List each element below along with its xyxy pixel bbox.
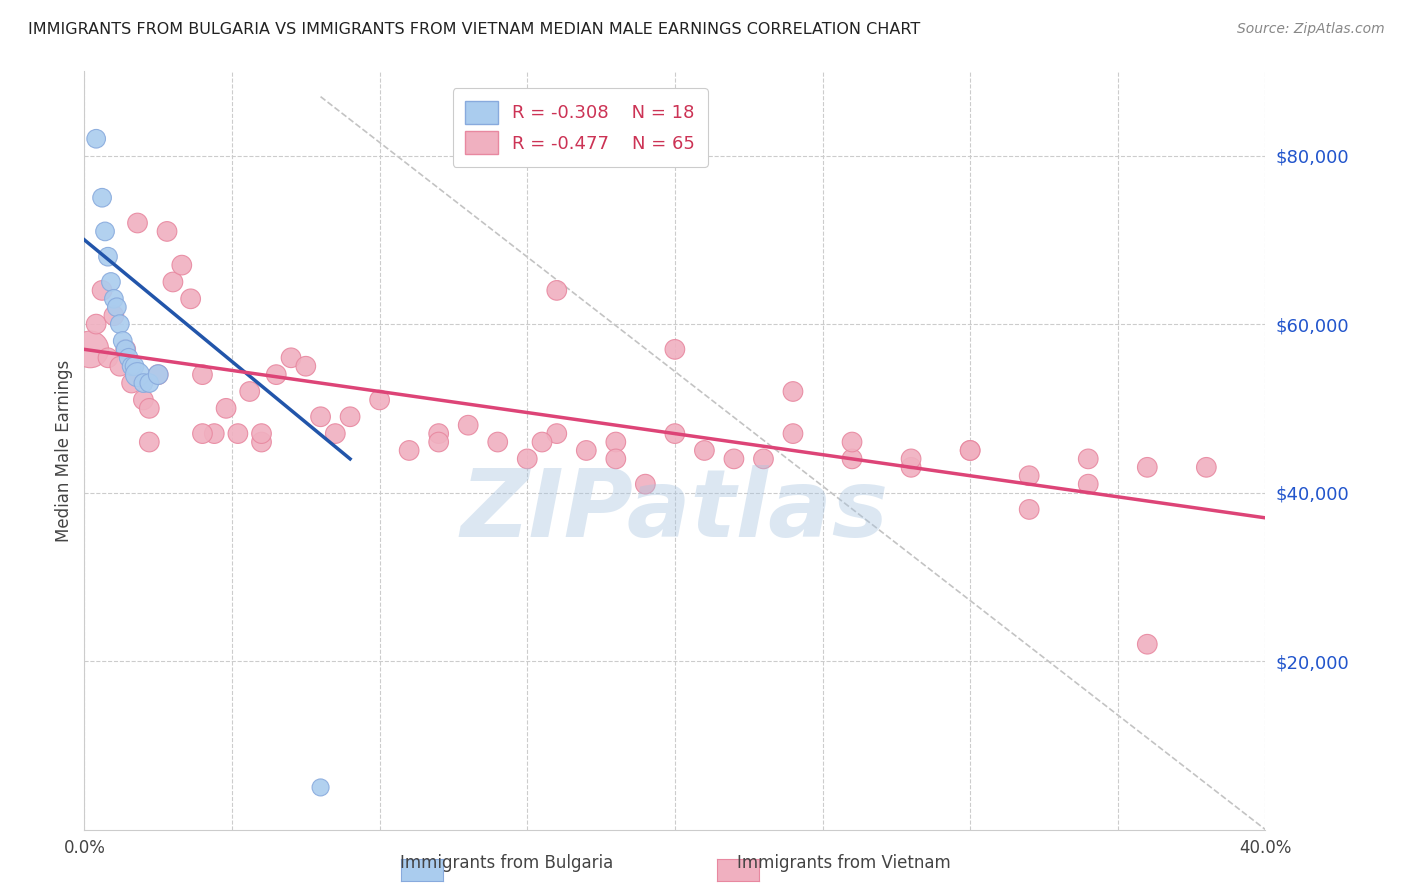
Point: [309, 780, 332, 795]
Point: [84, 317, 107, 331]
Point: [191, 426, 214, 441]
Point: [170, 258, 193, 272]
Y-axis label: Median Male Earnings: Median Male Earnings: [55, 359, 73, 541]
Point: [1195, 460, 1218, 475]
Point: [266, 368, 288, 382]
Point: [79, 343, 101, 357]
Point: [959, 443, 981, 458]
Point: [368, 392, 391, 407]
Point: [1136, 637, 1159, 651]
Point: [132, 392, 155, 407]
Point: [121, 376, 143, 390]
Point: [114, 343, 136, 357]
Point: [605, 451, 627, 466]
Point: [325, 426, 347, 441]
Point: [97, 351, 120, 365]
Point: [148, 368, 170, 382]
Point: [900, 460, 922, 475]
Text: Immigrants from Vietnam: Immigrants from Vietnam: [737, 855, 950, 872]
Point: [121, 359, 143, 374]
Point: [148, 368, 170, 382]
Point: [900, 451, 922, 466]
Point: [114, 343, 136, 357]
Point: [250, 435, 273, 450]
Point: [546, 426, 568, 441]
Point: [752, 451, 775, 466]
Point: [180, 292, 202, 306]
Point: [108, 317, 131, 331]
Point: [309, 409, 332, 424]
Point: [398, 443, 420, 458]
Text: Source: ZipAtlas.com: Source: ZipAtlas.com: [1237, 22, 1385, 37]
Point: [103, 309, 125, 323]
Point: [105, 300, 128, 314]
Point: [664, 343, 686, 357]
Point: [91, 191, 114, 205]
Point: [138, 435, 160, 450]
Point: [959, 443, 981, 458]
Point: [156, 224, 179, 238]
Point: [841, 451, 863, 466]
Point: [1018, 468, 1040, 483]
Point: [634, 477, 657, 491]
Text: ZIPatlas: ZIPatlas: [461, 465, 889, 558]
Point: [94, 224, 117, 238]
Point: [575, 443, 598, 458]
Point: [723, 451, 745, 466]
Point: [97, 250, 120, 264]
Point: [457, 418, 479, 433]
Point: [127, 368, 149, 382]
Point: [103, 292, 125, 306]
Legend: R = -0.308    N = 18, R = -0.477    N = 65: R = -0.308 N = 18, R = -0.477 N = 65: [453, 88, 709, 167]
Point: [84, 132, 107, 146]
Point: [841, 435, 863, 450]
Text: Immigrants from Bulgaria: Immigrants from Bulgaria: [399, 855, 613, 872]
Point: [280, 351, 302, 365]
Point: [138, 401, 160, 416]
Point: [664, 426, 686, 441]
Point: [250, 426, 273, 441]
Point: [1077, 451, 1099, 466]
Point: [605, 435, 627, 450]
Point: [118, 351, 141, 365]
Point: [546, 284, 568, 298]
Point: [91, 284, 114, 298]
Point: [202, 426, 225, 441]
Point: [486, 435, 509, 450]
Point: [132, 376, 155, 390]
Point: [239, 384, 262, 399]
Point: [108, 359, 131, 374]
Point: [226, 426, 249, 441]
Text: IMMIGRANTS FROM BULGARIA VS IMMIGRANTS FROM VIETNAM MEDIAN MALE EARNINGS CORRELA: IMMIGRANTS FROM BULGARIA VS IMMIGRANTS F…: [28, 22, 921, 37]
Point: [215, 401, 238, 416]
Point: [138, 376, 160, 390]
Point: [1136, 460, 1159, 475]
Point: [1018, 502, 1040, 516]
Point: [531, 435, 554, 450]
Point: [127, 216, 149, 230]
Point: [162, 275, 184, 289]
Point: [427, 435, 450, 450]
Point: [427, 426, 450, 441]
Point: [516, 451, 538, 466]
Point: [191, 368, 214, 382]
Point: [782, 426, 804, 441]
Point: [295, 359, 318, 374]
Point: [124, 359, 146, 374]
Point: [100, 275, 122, 289]
Point: [1077, 477, 1099, 491]
Point: [339, 409, 361, 424]
Point: [111, 334, 134, 348]
Point: [693, 443, 716, 458]
Point: [782, 384, 804, 399]
